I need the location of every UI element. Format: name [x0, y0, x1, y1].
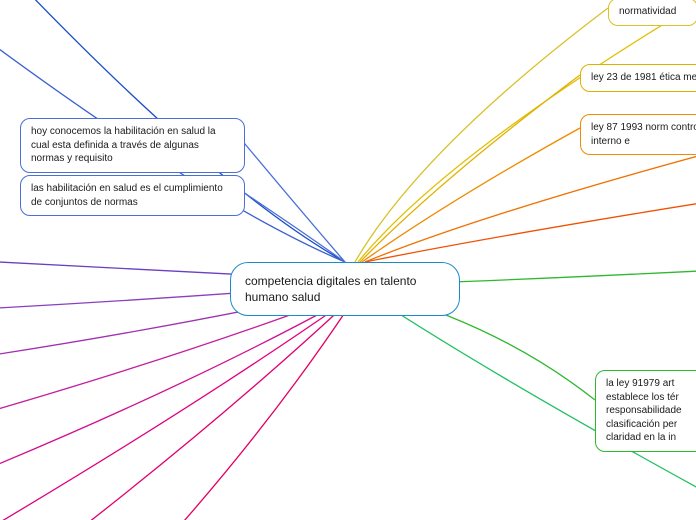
- topic-node[interactable]: la ley 91979 art establece los tér respo…: [595, 370, 696, 452]
- edge: [0, 302, 345, 520]
- central-topic[interactable]: competencia digitales en talento humano …: [230, 262, 460, 316]
- topic-node[interactable]: las habilitación en salud es el cumplimi…: [20, 175, 245, 216]
- mindmap-canvas: { "background_color": "#ffffff", "centra…: [0, 0, 696, 520]
- edge: [360, 75, 580, 262]
- topic-node[interactable]: ley 23 de 1981 ética me: [580, 64, 696, 92]
- edge: [362, 128, 580, 262]
- edge: [365, 150, 696, 262]
- edge: [240, 138, 345, 262]
- topic-node[interactable]: normatividad: [608, 0, 696, 26]
- edge: [365, 200, 696, 262]
- edge: [40, 305, 345, 520]
- edge: [140, 305, 350, 520]
- topic-node[interactable]: ley 87 1993 norm control interno e: [580, 114, 696, 155]
- edge: [355, 8, 608, 262]
- edge: [240, 190, 345, 262]
- edge: [0, 300, 345, 480]
- topic-node[interactable]: hoy conocemos la habilitación en salud l…: [20, 118, 245, 173]
